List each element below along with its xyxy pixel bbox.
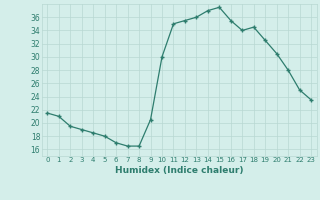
X-axis label: Humidex (Indice chaleur): Humidex (Indice chaleur) — [115, 166, 244, 175]
